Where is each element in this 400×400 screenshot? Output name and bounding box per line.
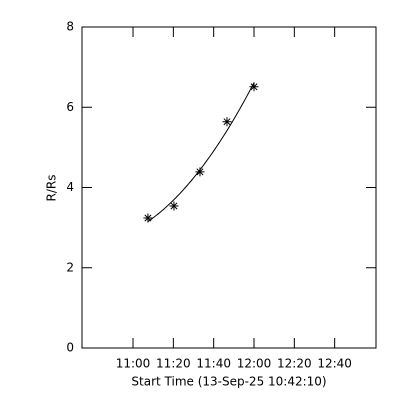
point bbox=[222, 117, 232, 127]
y-tick-label: 0 bbox=[66, 341, 74, 355]
x-tick-label: 12:40 bbox=[317, 357, 352, 371]
x-tick-label: 11:40 bbox=[196, 357, 231, 371]
x-tick-label: 11:00 bbox=[116, 357, 151, 371]
plot-frame bbox=[81, 26, 377, 349]
y-axis-label: R/Rs bbox=[45, 175, 59, 202]
point bbox=[249, 82, 259, 92]
y-tick-label: 4 bbox=[66, 180, 74, 194]
x-axis-label: Start Time (13-Sep-25 10:42:10) bbox=[131, 375, 326, 389]
y-tick-label: 8 bbox=[66, 20, 74, 34]
point bbox=[143, 213, 153, 223]
x-tick-label: 12:00 bbox=[237, 357, 272, 371]
point bbox=[169, 201, 179, 211]
x-tick-label: 11:20 bbox=[156, 357, 191, 371]
x-tick-label: 12:20 bbox=[277, 357, 312, 371]
y-tick-label: 2 bbox=[66, 260, 74, 274]
fit-curve bbox=[147, 82, 255, 222]
y-tick-label: 6 bbox=[66, 100, 74, 114]
point bbox=[195, 167, 205, 177]
